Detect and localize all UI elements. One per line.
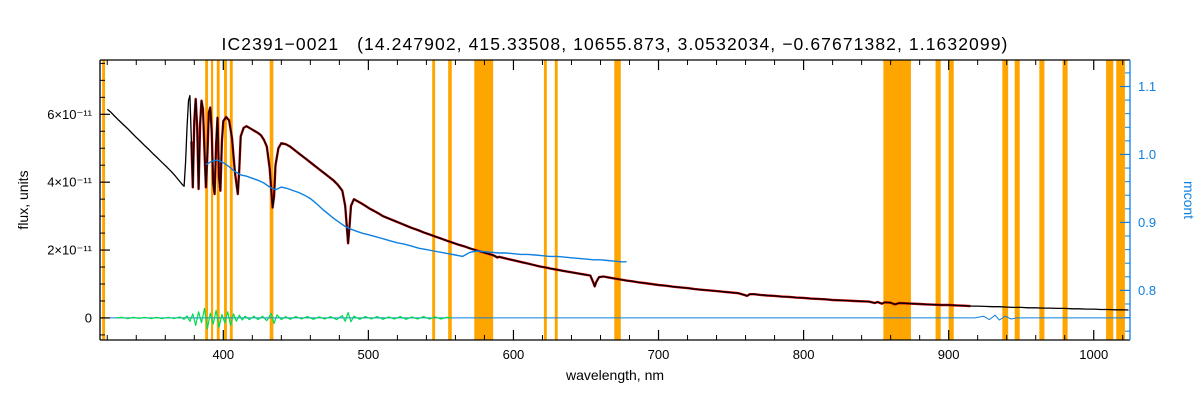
masked-band <box>205 60 209 340</box>
masked-band <box>102 60 106 340</box>
flux-tick-label: 4×10⁻¹¹ <box>47 175 92 190</box>
masked-band <box>543 60 547 340</box>
mcont-tick-label: 0.8 <box>1138 283 1156 298</box>
masked-band <box>432 60 436 340</box>
masked-band <box>474 60 494 340</box>
series-zero-line <box>100 314 1130 321</box>
masked-band <box>448 60 452 340</box>
mcont-tick-label: 0.9 <box>1138 215 1156 230</box>
masked-band <box>229 60 233 340</box>
x-tick-label: 700 <box>648 347 670 362</box>
series-mcont <box>205 159 627 263</box>
flux-tick-label: 0 <box>85 310 92 325</box>
x-tick-label: 600 <box>503 347 525 362</box>
y-axis-title-left: flux, units <box>15 170 31 229</box>
x-axis-title: wavelength, nm <box>565 367 664 383</box>
masked-band <box>614 60 621 340</box>
series-model-fit <box>190 97 971 308</box>
mcont-tick-label: 1.1 <box>1138 79 1156 94</box>
flux-tick-label: 2×10⁻¹¹ <box>47 243 92 258</box>
x-tick-label: 800 <box>793 347 815 362</box>
masked-band <box>935 60 941 340</box>
masked-band <box>1039 60 1045 340</box>
x-tick-label: 400 <box>212 347 234 362</box>
masked-band <box>948 60 954 340</box>
flux-tick-label: 6×10⁻¹¹ <box>47 107 92 122</box>
masked-band <box>1002 60 1009 340</box>
masked-band <box>883 60 911 340</box>
x-tick-label: 1000 <box>1079 347 1108 362</box>
mcont-tick-label: 1.0 <box>1138 147 1156 162</box>
masked-band <box>554 60 558 340</box>
masked-band <box>1062 60 1068 340</box>
x-tick-label: 900 <box>938 347 960 362</box>
masked-band <box>1014 60 1020 340</box>
masked-band <box>1106 60 1114 340</box>
y-axis-title-right: mcont <box>1181 181 1197 219</box>
masked-band <box>216 60 220 340</box>
series-residual <box>115 307 452 330</box>
x-tick-label: 500 <box>358 347 380 362</box>
series-observed-spectrum <box>106 94 1129 311</box>
masked-band <box>224 60 227 340</box>
plot-title: IC2391−0021 (14.247902, 415.33508, 10655… <box>221 34 1009 54</box>
masked-band <box>1116 60 1125 340</box>
masked-band <box>210 60 214 340</box>
